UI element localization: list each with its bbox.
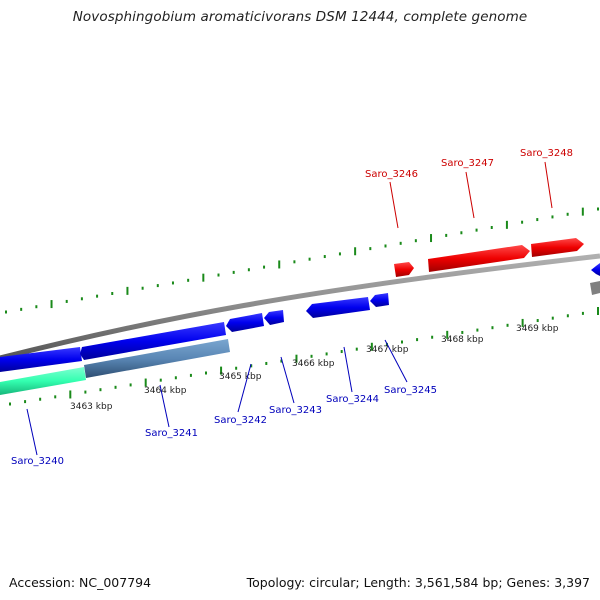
gene-feature-saro-3243[interactable] [264, 310, 284, 325]
cds-feature-cyan[interactable] [0, 367, 86, 395]
gene-feature-saro-3244[interactable] [306, 297, 370, 318]
gene-labels: Saro_3240 Saro_3241 Saro_3242 Saro_3243 … [11, 148, 573, 467]
tick-label: 3465 kbp [219, 372, 262, 382]
genome-backbone [0, 253, 600, 361]
tick-label: 3464 kbp [144, 386, 187, 396]
tick-label: 3467 kbp [366, 345, 409, 355]
gene-label-saro-3245[interactable]: Saro_3245 [384, 385, 437, 396]
leader-lines [26, 161, 553, 456]
gene-feature-saro-3248[interactable] [531, 238, 584, 257]
gene-label-saro-3244[interactable]: Saro_3244 [326, 394, 379, 405]
reverse-genes [0, 263, 600, 372]
leader-line [237, 363, 252, 413]
gene-label-saro-3241[interactable]: Saro_3241 [145, 428, 198, 439]
accession-text: Accession: NC_007794 [9, 575, 152, 590]
tick-label: 3468 kbp [441, 335, 484, 345]
gene-feature-saro-3247[interactable] [428, 245, 530, 272]
gene-label-saro-3247[interactable]: Saro_3247 [441, 158, 494, 169]
leader-line [465, 171, 475, 219]
map-title: Novosphingobium aromaticivorans DSM 1244… [72, 9, 528, 25]
outer-tick-ring [5, 207, 599, 314]
leader-line [280, 356, 295, 404]
gene-label-saro-3243[interactable]: Saro_3243 [269, 405, 322, 416]
cds-feature-steel[interactable] [84, 339, 230, 378]
gene-feature-edge-blue[interactable] [591, 263, 600, 276]
leader-line [544, 161, 553, 209]
leader-line [389, 181, 399, 229]
leader-line [159, 384, 170, 428]
gene-feature-saro-3246[interactable] [394, 262, 414, 277]
tick-labels: 3463 kbp 3464 kbp 3465 kbp 3466 kbp 3467… [70, 324, 559, 412]
leader-line [343, 346, 353, 393]
genome-backbone-shadow [590, 281, 600, 295]
gene-feature-saro-3242[interactable] [226, 313, 264, 332]
gene-feature-saro-3241[interactable] [80, 322, 226, 360]
tick-label: 3466 kbp [292, 359, 335, 369]
gene-feature-saro-3245[interactable] [370, 293, 389, 307]
gene-label-saro-3242[interactable]: Saro_3242 [214, 415, 267, 426]
forward-genes [394, 238, 584, 277]
gene-label-saro-3248[interactable]: Saro_3248 [520, 148, 573, 159]
leader-line [26, 408, 38, 456]
inner-tick-ring [9, 307, 599, 406]
gene-feature-saro-3240[interactable] [0, 347, 82, 372]
gene-label-saro-3240[interactable]: Saro_3240 [11, 456, 64, 467]
gene-label-saro-3246[interactable]: Saro_3246 [365, 169, 418, 180]
topology-text: Topology: circular; Length: 3,561,584 bp… [246, 575, 590, 590]
tick-label: 3463 kbp [70, 402, 113, 412]
leader-line [384, 339, 408, 383]
tick-label: 3469 kbp [516, 324, 559, 334]
